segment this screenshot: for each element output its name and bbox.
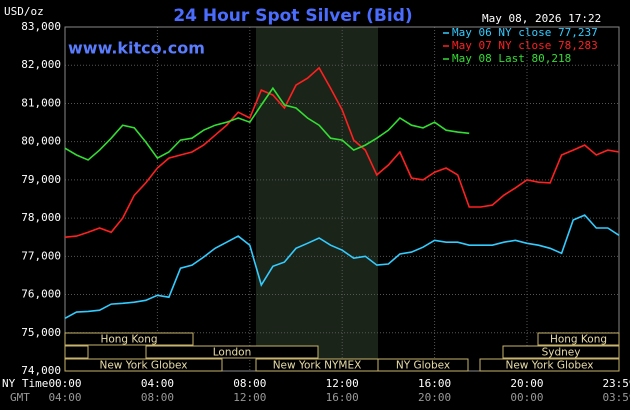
session-label: New York NYMEX <box>273 360 362 372</box>
series-line <box>64 66 620 238</box>
series-line <box>64 86 470 161</box>
x2-axis-label: GMT <box>10 391 30 404</box>
session-bar <box>64 358 223 372</box>
session-bar <box>502 345 620 359</box>
series-line <box>64 214 620 320</box>
x-tick-label: 08:00 <box>233 377 266 390</box>
session-label: NY Globex <box>396 360 450 372</box>
session-bar <box>64 332 194 346</box>
session-label: Hong Kong <box>550 334 607 346</box>
session-label: New York Globex <box>99 360 187 372</box>
x2-tick-label: 16:00 <box>326 391 359 404</box>
x-tick-label: 20:00 <box>510 377 543 390</box>
session-label: New York Globex <box>505 360 593 372</box>
y-tick-label: 77,000 <box>21 249 61 262</box>
legend-entry: May 08 Last 80,218 <box>452 52 571 65</box>
session-bar <box>145 345 319 359</box>
watermark: www.kitco.com <box>68 39 205 58</box>
session-label: Hong Kong <box>100 334 157 346</box>
y-tick-label: 83,000 <box>21 20 61 33</box>
session-bar <box>64 345 89 359</box>
x2-tick-label: 04:00 <box>48 391 81 404</box>
x2-tick-label: 00:00 <box>510 391 543 404</box>
session-bar <box>479 358 620 372</box>
session-label: London <box>213 347 252 359</box>
x-tick-label: 00:00 <box>48 377 81 390</box>
session-bar <box>537 332 620 346</box>
x-tick-label: 04:00 <box>141 377 174 390</box>
x2-tick-label: 12:00 <box>233 391 266 404</box>
nymex-shade <box>256 27 378 371</box>
x-axis-label: NY Time <box>2 377 48 390</box>
y-tick-label: 75,000 <box>21 326 61 339</box>
y-tick-label: 79,000 <box>21 173 61 186</box>
y-axis-label: USD/oz <box>4 5 44 18</box>
y-tick-label: 74,000 <box>21 364 61 377</box>
y-tick-label: 81,000 <box>21 96 61 109</box>
session-label: Sydney <box>542 347 581 359</box>
x2-tick-label: 08:00 <box>141 391 174 404</box>
legend-entry: May 06 NY close 77,237 <box>452 26 598 39</box>
x-tick-label: 23:59 <box>602 377 630 390</box>
x2-tick-label: 03:59 <box>602 391 630 404</box>
legend-entry: May 07 NY close 78,283 <box>452 39 598 52</box>
x2-tick-label: 20:00 <box>418 391 451 404</box>
y-tick-label: 80,000 <box>21 135 61 148</box>
y-tick-label: 82,000 <box>21 58 61 71</box>
x-tick-label: 16:00 <box>418 377 451 390</box>
chart-title: 24 Hour Spot Silver (Bid) <box>173 6 412 26</box>
y-tick-label: 78,000 <box>21 211 61 224</box>
x-tick-label: 12:00 <box>326 377 359 390</box>
timestamp: May 08, 2026 17:22 <box>482 12 601 25</box>
y-tick-label: 76,000 <box>21 288 61 301</box>
session-bar <box>377 358 469 372</box>
